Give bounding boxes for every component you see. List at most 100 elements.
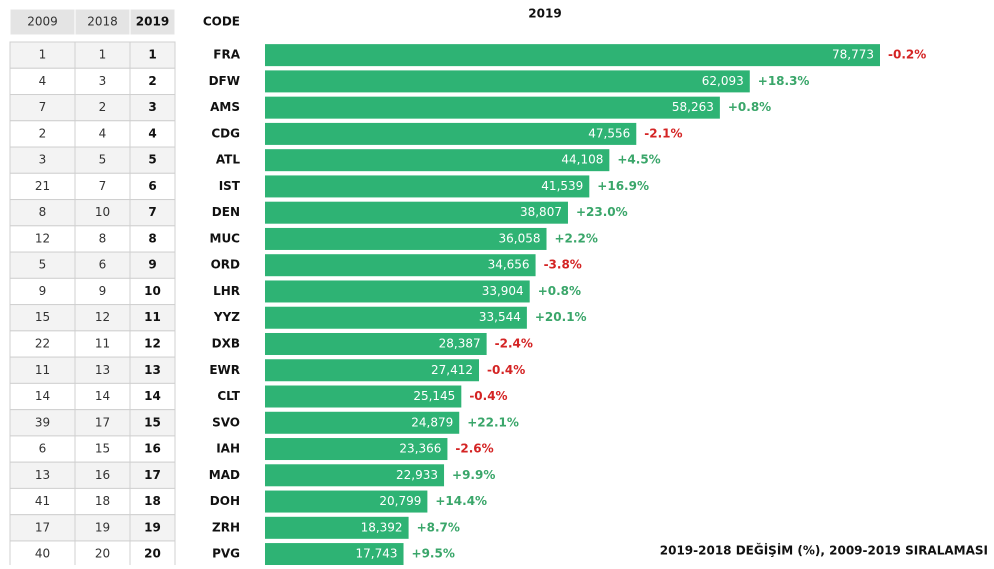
rank-cell [74,146,131,174]
rank-cell [74,330,131,358]
category-label: ATL [216,153,241,167]
bar [265,359,480,382]
bar [265,464,445,487]
rank-value: 8 [99,231,107,245]
rank-value: 15 [95,442,110,456]
value-label: 36,058 [499,231,541,245]
bar [265,254,536,277]
change-label: +9.5% [412,547,455,561]
bar [265,438,448,461]
rank-value: 15 [144,415,161,429]
rank-value: 21 [35,179,50,193]
value-label: 33,904 [482,284,524,298]
header-cell [129,8,176,36]
category-label: ORD [211,258,240,272]
rank-value: 12 [144,336,161,350]
rank-value: 7 [99,179,107,193]
bar [265,411,460,434]
bar [265,122,637,145]
rank-cell [129,251,176,279]
change-label: +9.9% [452,468,495,482]
rank-value: 12 [95,310,110,324]
rank-cell [74,487,131,516]
rank-value: 7 [148,205,156,219]
rank-value: 2 [39,126,47,140]
category-label: MUC [210,231,241,245]
rank-value: 8 [148,231,156,245]
category-label: DFW [209,74,240,88]
bar [265,70,750,93]
bar [265,175,590,198]
category-label: LHR [213,284,240,298]
value-label: 24,879 [411,415,453,429]
rank-cell [129,304,176,332]
rank-value: 17 [35,520,50,534]
category-label: IST [219,179,241,193]
rank-value: 10 [95,205,110,219]
category-label: IAH [216,442,240,456]
rank-value: 20 [95,547,110,561]
rank-cell [129,514,176,542]
rank-value: 3 [99,74,107,88]
rank-value: 2 [148,74,156,88]
change-label: +2.2% [555,231,598,245]
column-header: 2019 [136,15,169,29]
rank-cell [129,435,176,463]
change-label: +4.5% [617,153,660,167]
header-cell [74,8,131,36]
rank-cell [74,251,131,279]
rank-cell [74,225,131,253]
rank-cell [74,356,131,384]
rank-value: 9 [39,284,47,298]
rank-cell [74,172,131,201]
rank-value: 1 [39,48,47,62]
rank-value: 40 [35,547,50,561]
rank-value: 2 [99,100,107,114]
change-label: -2.4% [495,336,533,350]
bar [265,149,610,172]
rank-value: 11 [144,310,161,324]
bar [265,280,530,303]
rank-value: 5 [148,153,156,167]
rank-cell [129,41,176,69]
value-label: 18,392 [361,520,403,534]
bar [265,96,720,119]
rank-cell [129,199,176,227]
rank-value: 11 [35,363,50,377]
footnote: 2019-2018 DEĞİŞİM (%), 2009-2019 SIRALAM… [660,543,988,558]
rank-cell [9,461,76,489]
value-label: 20,799 [379,494,421,508]
change-label: -2.1% [644,126,682,140]
rank-cell [74,409,131,437]
change-label: -0.4% [487,363,525,377]
rank-value: 17 [144,468,161,482]
rank-cell [129,146,176,174]
rank-value: 5 [99,153,107,167]
rank-cell [129,409,176,437]
rank-value: 8 [39,205,47,219]
rank-value: 3 [39,153,47,167]
rank-value: 15 [35,310,50,324]
category-label: CDG [211,126,240,140]
category-label: FRA [213,48,240,62]
rank-value: 19 [144,520,161,534]
bar [265,227,547,250]
rank-value: 13 [95,363,110,377]
change-label: +20.1% [535,310,587,324]
rank-cell [129,225,176,253]
rank-value: 1 [148,48,156,62]
rank-value: 41 [35,494,50,508]
rank-cell [74,540,131,568]
rank-value: 14 [95,389,110,403]
column-header: 2018 [87,15,118,29]
bar [265,385,462,408]
bar [265,543,404,566]
column-header: 2009 [27,15,58,29]
category-label: DXB [212,336,240,350]
rank-cell [129,172,176,201]
value-label: 41,539 [541,179,583,193]
change-label: -2.6% [455,442,493,456]
bar [265,332,487,355]
category-label: MAD [209,468,240,482]
rank-value: 12 [35,231,50,245]
